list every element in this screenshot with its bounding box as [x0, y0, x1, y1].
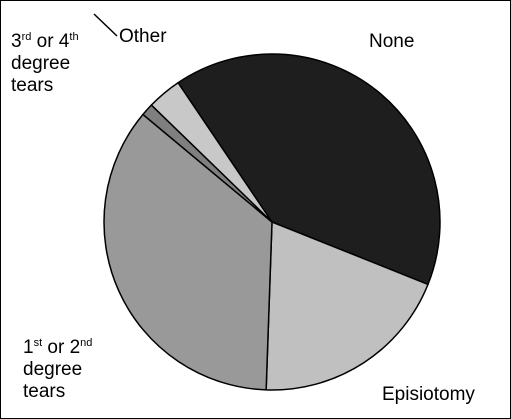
label-none: None — [369, 31, 415, 52]
label-third-fourth-degree-tears: 3rd or 4th degree tears — [11, 31, 79, 97]
label-third-line3: tears — [11, 75, 54, 96]
label-first-line3: tears — [23, 381, 66, 402]
pie-slice-other — [150, 81, 273, 223]
label-third-line2: degree — [11, 53, 71, 74]
label-first-line1: 1st or 2nd — [23, 337, 93, 358]
label-first-line2: degree — [23, 359, 83, 380]
pie-slice-none — [177, 53, 441, 286]
label-first-second-degree-tears: 1st or 2nd degree tears — [23, 337, 92, 403]
label-other: Other — [119, 26, 167, 47]
pie-slice-episiotomy — [265, 221, 429, 391]
other-leader-line — [93, 13, 118, 37]
label-third-line1: 3rd or 4th — [11, 31, 79, 52]
pie-slice-first — [103, 113, 273, 391]
label-episiotomy: Episiotomy — [382, 384, 475, 405]
